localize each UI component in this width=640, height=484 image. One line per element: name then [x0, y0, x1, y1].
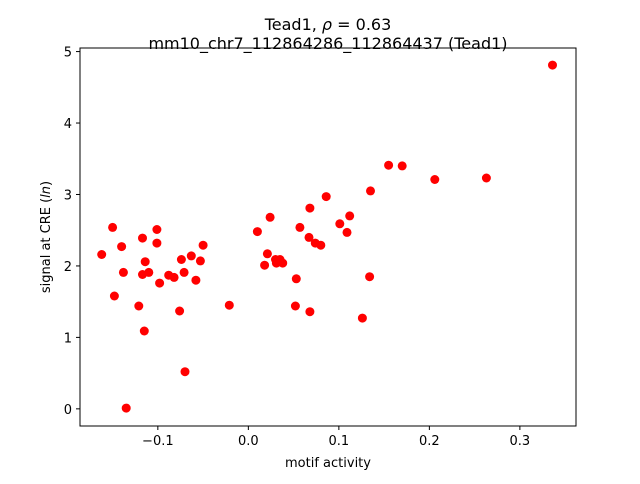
x-tick-label-3: 0.2 [419, 434, 440, 449]
x-tick-label-2: 0.1 [329, 434, 350, 449]
data-point-52 [481, 173, 491, 183]
data-point-24 [198, 240, 208, 250]
data-point-23 [195, 256, 205, 266]
data-point-4 [118, 267, 128, 277]
data-point-0 [97, 250, 107, 259]
data-point-19 [179, 267, 189, 277]
chart-title-line2: mm10_chr7_112864286_112864437 (Tead1) [148, 34, 507, 54]
data-point-26 [252, 227, 262, 237]
x-tick-label-1: 0.0 [238, 434, 259, 449]
data-point-35 [291, 274, 301, 284]
data-point-5 [121, 403, 131, 413]
data-point-17 [175, 306, 185, 316]
plot-frame [79, 47, 577, 427]
y-axis-ticks: 0 1 2 3 4 5 [64, 46, 80, 418]
data-point-42 [321, 192, 331, 202]
data-point-11 [144, 267, 154, 277]
data-point-27 [260, 260, 270, 270]
data-point-36 [295, 222, 305, 232]
y-tick-label-4: 4 [64, 117, 72, 132]
data-point-51 [430, 175, 440, 184]
data-point-43 [335, 219, 345, 229]
data-point-18 [176, 255, 186, 264]
x-axis-ticks: −0.1 0.0 0.1 0.2 0.3 [142, 426, 530, 449]
x-tick-label-4: 0.3 [510, 434, 531, 449]
data-point-1 [108, 222, 118, 232]
data-point-48 [366, 186, 375, 196]
points-layer [97, 60, 557, 413]
data-point-39 [305, 203, 315, 213]
title-rho-symbol: ρ [322, 15, 332, 34]
data-point-46 [357, 313, 367, 323]
data-point-22 [191, 275, 201, 285]
data-point-20 [180, 367, 190, 377]
data-point-50 [397, 161, 407, 171]
data-point-47 [365, 272, 375, 282]
data-point-49 [384, 160, 394, 170]
data-point-45 [345, 211, 355, 221]
data-point-10 [140, 257, 150, 267]
y-tick-label-5: 5 [64, 46, 72, 61]
data-point-6 [134, 301, 144, 311]
data-point-25 [224, 300, 234, 310]
chart-title-line1: Tead1, ρ = 0.63 [264, 15, 392, 34]
data-point-9 [139, 326, 149, 336]
data-point-28 [262, 249, 272, 259]
x-axis-label: motif activity [285, 456, 371, 471]
data-point-44 [342, 227, 352, 237]
y-tick-label-2: 2 [64, 260, 72, 275]
data-point-41 [316, 240, 326, 250]
data-point-53 [548, 60, 557, 70]
data-point-2 [109, 291, 119, 301]
y-axis-label: signal at CRE (ln) [39, 181, 54, 293]
x-tick-label-0: −0.1 [142, 434, 174, 449]
data-point-38 [305, 307, 315, 317]
data-point-37 [304, 232, 314, 242]
data-point-34 [290, 301, 300, 311]
data-point-13 [152, 238, 162, 248]
data-point-16 [169, 272, 179, 282]
data-point-33 [278, 258, 288, 268]
data-point-7 [138, 233, 147, 243]
y-tick-label-1: 1 [64, 331, 72, 346]
y-tick-label-3: 3 [64, 188, 72, 203]
data-point-29 [265, 212, 275, 222]
data-point-14 [155, 278, 165, 288]
data-point-21 [186, 251, 196, 261]
data-point-12 [152, 225, 162, 234]
data-point-3 [117, 242, 127, 252]
y-tick-label-0: 0 [64, 403, 72, 418]
